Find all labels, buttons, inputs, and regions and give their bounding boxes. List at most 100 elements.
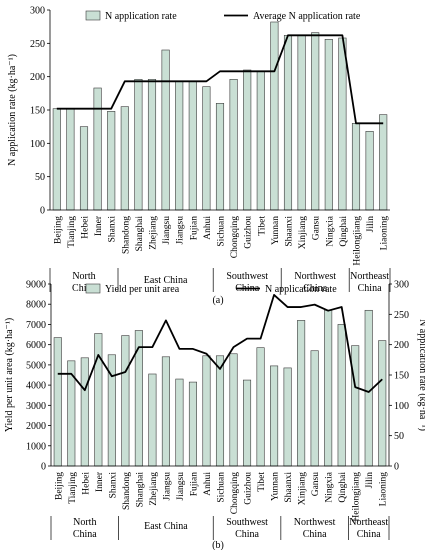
bar-6: [134, 79, 143, 211]
category-label-7: Zhejiang: [149, 216, 159, 250]
y-tick-label-9: 9000: [26, 280, 46, 291]
category-label-10: Fujian: [189, 472, 199, 497]
y-tick-label-6: 6000: [26, 340, 46, 351]
panel-label: (a): [212, 295, 223, 306]
bar-5: [121, 335, 130, 467]
group-label-3-cont: China: [303, 283, 327, 294]
category-label-10: Fujian: [189, 216, 199, 241]
category-label-4: Shanxi: [108, 472, 118, 499]
category-label-9: Jiangsu: [176, 472, 186, 501]
y-axis-label: Yield per unit area (kg·ha⁻¹): [4, 318, 15, 432]
category-label-14: Guizhou: [244, 216, 254, 249]
bar-1: [66, 108, 75, 211]
bar-13: [229, 79, 238, 211]
panel-a: 0 50 100 150 200 250 300 N application rate (kg…: [7, 6, 391, 306]
y-tick-label-4: 4000: [26, 381, 46, 392]
bar-18: [297, 320, 306, 467]
category-label-7: Zhejiang: [149, 472, 159, 506]
category-label-23: Jilin: [366, 216, 376, 233]
y-right-tick-label-2: 100: [394, 401, 409, 412]
category-label-15: Tibet: [257, 216, 267, 236]
category-label-20: Ningxia: [325, 215, 335, 246]
category-label-21: Qinghai: [339, 216, 349, 247]
category-label-18: Xinjiang: [298, 472, 308, 505]
legend-line-label: Average N application rate: [253, 11, 361, 22]
y-axis-right-label: N application rate (kg·ha⁻¹): [417, 319, 425, 431]
category-label-8: Jiangsu: [162, 216, 172, 245]
category-label-19: Gansu: [311, 472, 321, 497]
group-label-1: East China: [144, 521, 188, 532]
panel-b: 0 1000 2000 3000 4000 5000 6000 7000 8000 9000 0 50…: [4, 280, 425, 550]
category-label-21: Qinghai: [338, 472, 348, 503]
y-right-tick-label-5: 250: [394, 310, 409, 321]
category-label-6: Shanghai: [135, 216, 145, 252]
bar-16: [270, 21, 279, 211]
bar-8: [161, 356, 170, 467]
category-label-1: Tianjing: [67, 216, 77, 248]
bar-24: [379, 114, 388, 211]
category-label-1: Tianjing: [68, 472, 78, 504]
category-label-17: Shaanxi: [285, 216, 295, 247]
category-label-16: Yunnan: [271, 472, 281, 501]
bar-23: [365, 131, 374, 211]
category-label-12: Sichuan: [217, 472, 227, 503]
category-label-12: Sichuan: [217, 216, 227, 247]
y-right-tick-label-0: 0: [394, 462, 399, 473]
group-label-0: North: [73, 517, 96, 528]
bar-3: [94, 333, 103, 467]
category-label-6: Shanghai: [135, 472, 145, 508]
bar-16: [270, 365, 279, 467]
y-tick-label-1: 1000: [26, 441, 46, 452]
legend-line-label: N application rate: [265, 284, 337, 295]
bar-9: [175, 378, 184, 467]
bar-22: [351, 345, 360, 467]
y-tick-label-3: 150: [30, 106, 45, 117]
y-tick-label-2: 100: [30, 139, 45, 150]
group-label-3: Northwest: [294, 517, 336, 528]
bar-3: [93, 87, 102, 211]
legend-bar-label: Yield per unit area: [105, 284, 180, 295]
category-label-23: Jilin: [365, 472, 375, 489]
bar-15: [256, 71, 265, 211]
bar-0: [52, 108, 61, 211]
bar-21: [338, 37, 347, 211]
bar-14: [243, 69, 252, 211]
category-label-20: Ningxia: [325, 471, 335, 502]
group-label-1: East China: [144, 275, 188, 286]
category-label-5: Shandong: [122, 472, 132, 510]
category-label-3: Inner: [95, 471, 105, 492]
group-label-3: Northwest: [294, 271, 336, 282]
y-right-tick-label-3: 150: [394, 371, 409, 382]
category-label-18: Xinjiang: [298, 216, 308, 249]
y-tick-label-7: 7000: [26, 320, 46, 331]
category-label-3: Inner: [94, 215, 104, 236]
group-label-2: Southwest: [226, 271, 268, 282]
y-tick-label-0: 0: [41, 462, 46, 473]
bar-7: [147, 79, 157, 211]
category-label-0: Beijing: [54, 472, 64, 500]
y-tick-label-4: 200: [30, 72, 45, 83]
group-label-4-cont: China: [358, 283, 382, 294]
bar-0: [53, 337, 62, 467]
group-label-2-cont: China: [235, 529, 259, 540]
bar-17: [283, 35, 293, 211]
y-tick-label-2: 2000: [26, 421, 46, 432]
bar-12: [215, 355, 225, 467]
bar-19: [311, 32, 320, 211]
group-label-0-cont: China: [72, 283, 96, 294]
bar-12: [215, 103, 225, 211]
panel-label: (b): [212, 540, 224, 550]
category-label-16: Yunnan: [271, 216, 281, 245]
bar-11: [202, 355, 211, 467]
category-label-11: Anhui: [203, 216, 213, 240]
category-label-22: Heilongjiang: [353, 216, 363, 266]
category-label-8: Jiangsu: [162, 472, 172, 501]
series-line: [56, 34, 384, 125]
bar-10: [188, 81, 197, 211]
category-label-15: Tibet: [257, 472, 267, 492]
y-right-tick-label-6: 300: [394, 280, 409, 291]
category-label-13: Chongqing: [230, 216, 240, 258]
category-label-5: Shandong: [121, 216, 131, 254]
category-label-2: Hebei: [81, 472, 91, 495]
y-tick-label-5: 5000: [26, 360, 46, 371]
